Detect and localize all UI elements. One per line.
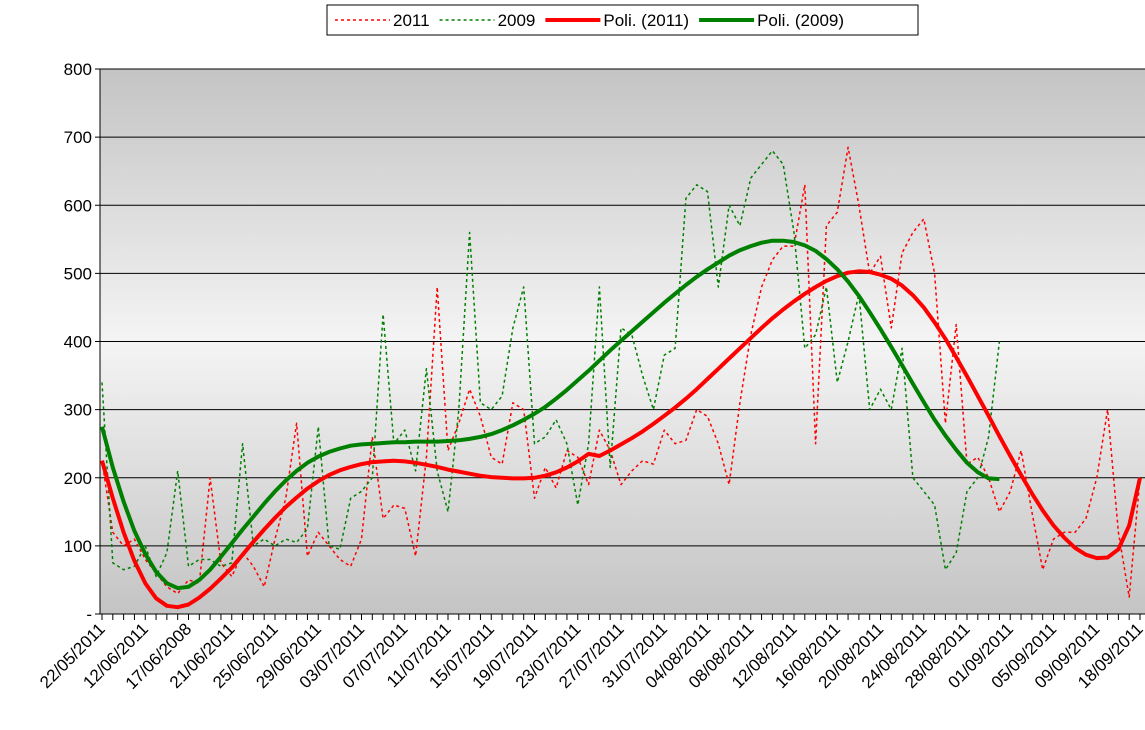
y-tick-label: 800 xyxy=(64,60,92,79)
y-tick-label: 600 xyxy=(64,196,92,215)
legend-label: 2009 xyxy=(498,11,536,30)
y-tick-label: 700 xyxy=(64,128,92,147)
legend-label: 2011 xyxy=(393,11,430,30)
y-tick-label: 300 xyxy=(64,401,92,420)
legend-label: Poli. (2009) xyxy=(757,11,844,30)
legend-label: Poli. (2011) xyxy=(603,11,689,30)
y-tick-label: - xyxy=(86,605,92,624)
y-tick-label: 200 xyxy=(64,469,92,488)
y-tick-label: 500 xyxy=(64,264,92,283)
series-line xyxy=(101,146,1141,598)
legend: 2011 2009 Poli. (2011) Poli. (2009) xyxy=(335,11,844,30)
y-tick-label: 100 xyxy=(64,537,92,556)
series-line xyxy=(101,150,1001,578)
series-line xyxy=(100,238,1000,591)
y-tick-label: 400 xyxy=(64,333,92,352)
legend-box xyxy=(326,4,919,36)
series-line xyxy=(100,269,1142,610)
